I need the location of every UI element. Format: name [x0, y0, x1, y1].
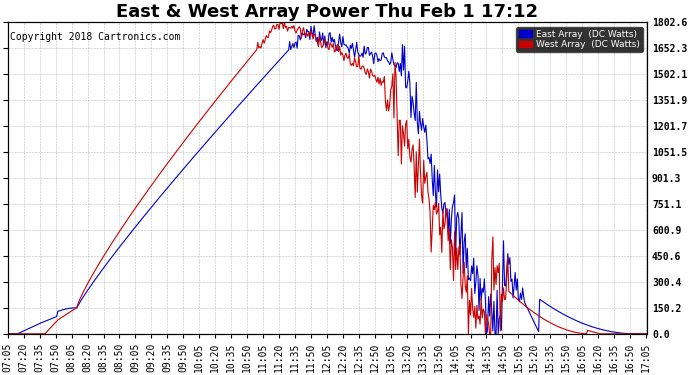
Text: Copyright 2018 Cartronics.com: Copyright 2018 Cartronics.com [10, 32, 181, 42]
Title: East & West Array Power Thu Feb 1 17:12: East & West Array Power Thu Feb 1 17:12 [117, 3, 538, 21]
Legend: East Array  (DC Watts), West Array  (DC Watts): East Array (DC Watts), West Array (DC Wa… [516, 27, 642, 52]
